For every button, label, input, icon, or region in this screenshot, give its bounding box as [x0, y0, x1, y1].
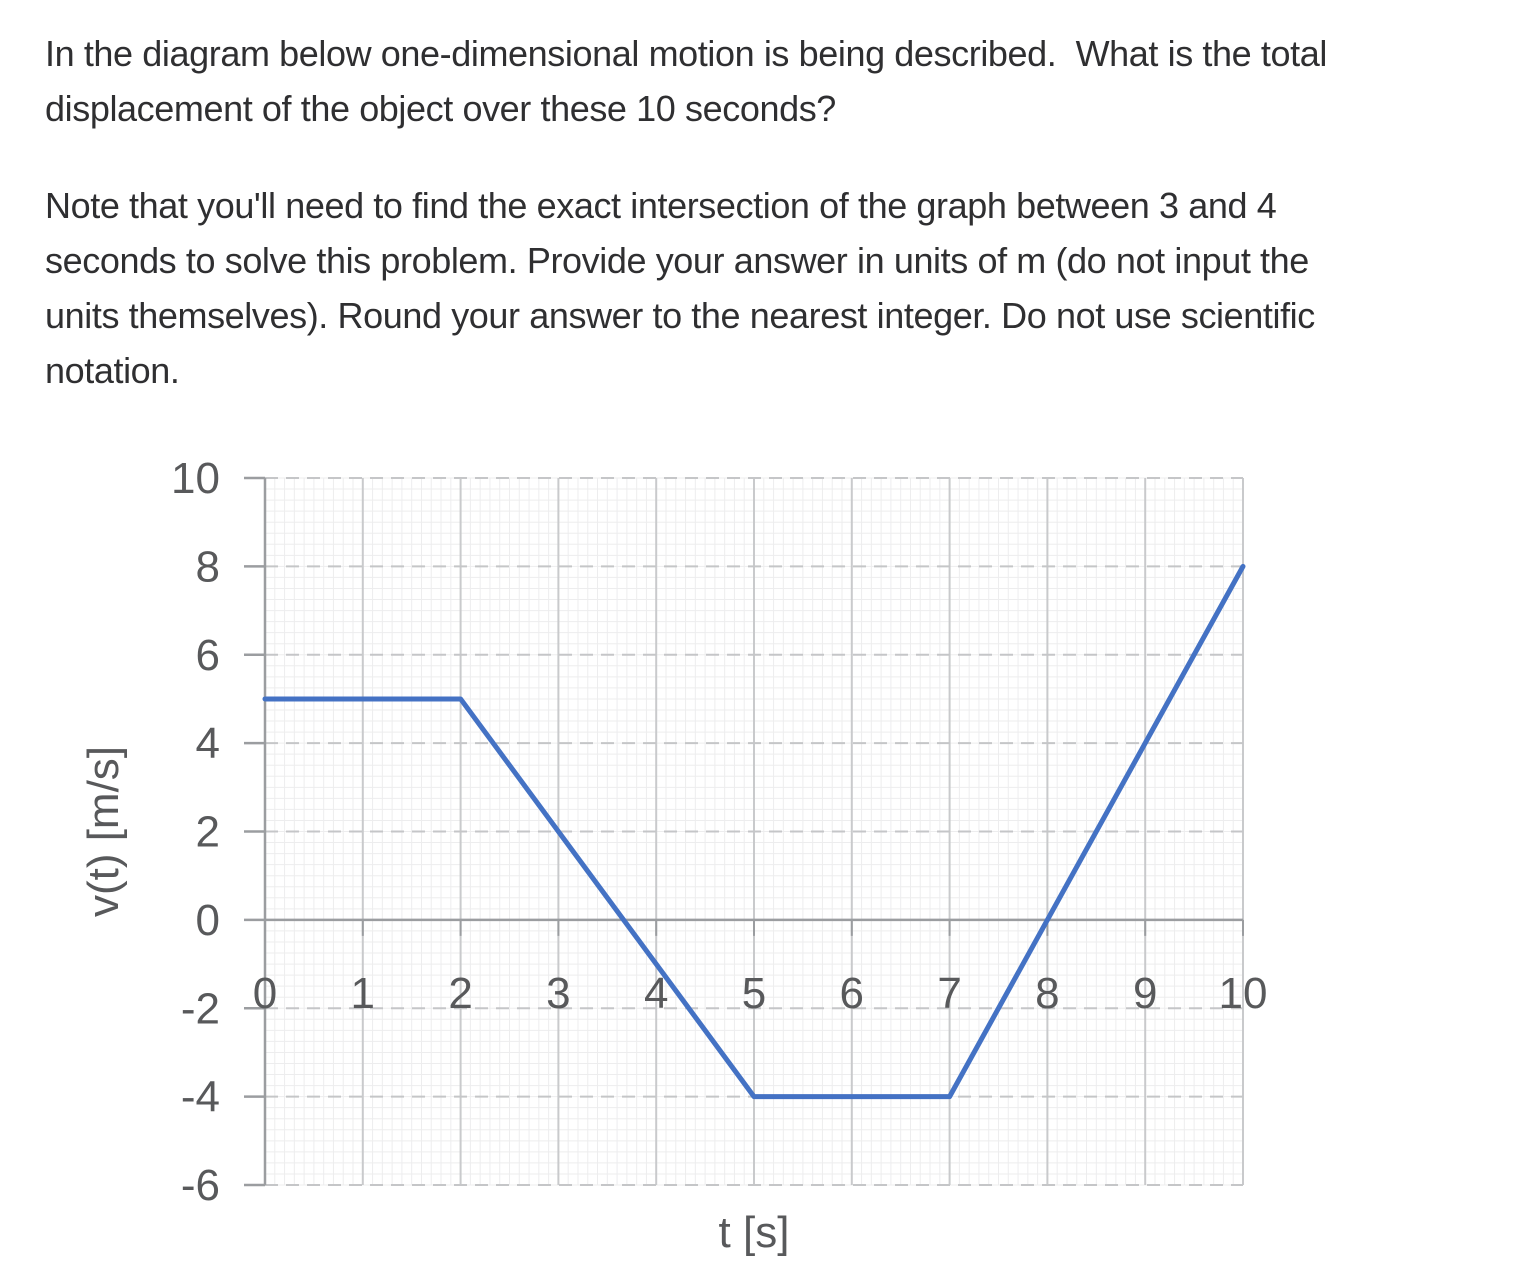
x-tick-label: 7 — [937, 969, 961, 1018]
question-text: In the diagram below one-dimensional mot… — [45, 33, 1327, 129]
x-axis-title: t [s] — [719, 1208, 790, 1257]
y-axis-title: v(t) [m/s] — [79, 746, 128, 917]
x-tick-label: 1 — [351, 969, 375, 1018]
x-tick-label: 4 — [644, 969, 668, 1018]
y-tick-label: 8 — [196, 542, 220, 591]
y-tick-label: -2 — [181, 984, 220, 1033]
y-tick-label: 0 — [196, 896, 220, 945]
question-instructions: Note that you'll need to find the exact … — [45, 185, 1315, 391]
velocity-time-chart: 10 8 6 4 2 0 -2 -4 -6 0 1 2 3 4 5 6 7 8 9 10 t [s] v(t) [m/s] — [0, 410, 1514, 1264]
y-tick-label: -6 — [181, 1161, 220, 1210]
x-tick-label: 6 — [840, 969, 864, 1018]
x-tick-label: 9 — [1133, 969, 1157, 1018]
x-tick-label: 8 — [1035, 969, 1059, 1018]
y-tick-label: -4 — [181, 1073, 220, 1122]
y-tick-label: 2 — [196, 808, 220, 857]
x-tick-label: 2 — [448, 969, 472, 1018]
y-tick-label: 4 — [196, 719, 220, 768]
velocity-time-graph: 10 8 6 4 2 0 -2 -4 -6 0 1 2 3 4 5 6 7 8 9 10 t [s] v(t) [m/s] — [79, 454, 1268, 1257]
x-tick-label: 0 — [253, 969, 277, 1018]
x-tick-label: 5 — [742, 969, 766, 1018]
y-tick-label: 6 — [196, 631, 220, 680]
velocity-line-series — [262, 563, 1246, 1100]
y-tick-label: 10 — [171, 454, 220, 503]
x-tick-label: 3 — [546, 969, 570, 1018]
x-tick-label: 10 — [1219, 969, 1268, 1018]
